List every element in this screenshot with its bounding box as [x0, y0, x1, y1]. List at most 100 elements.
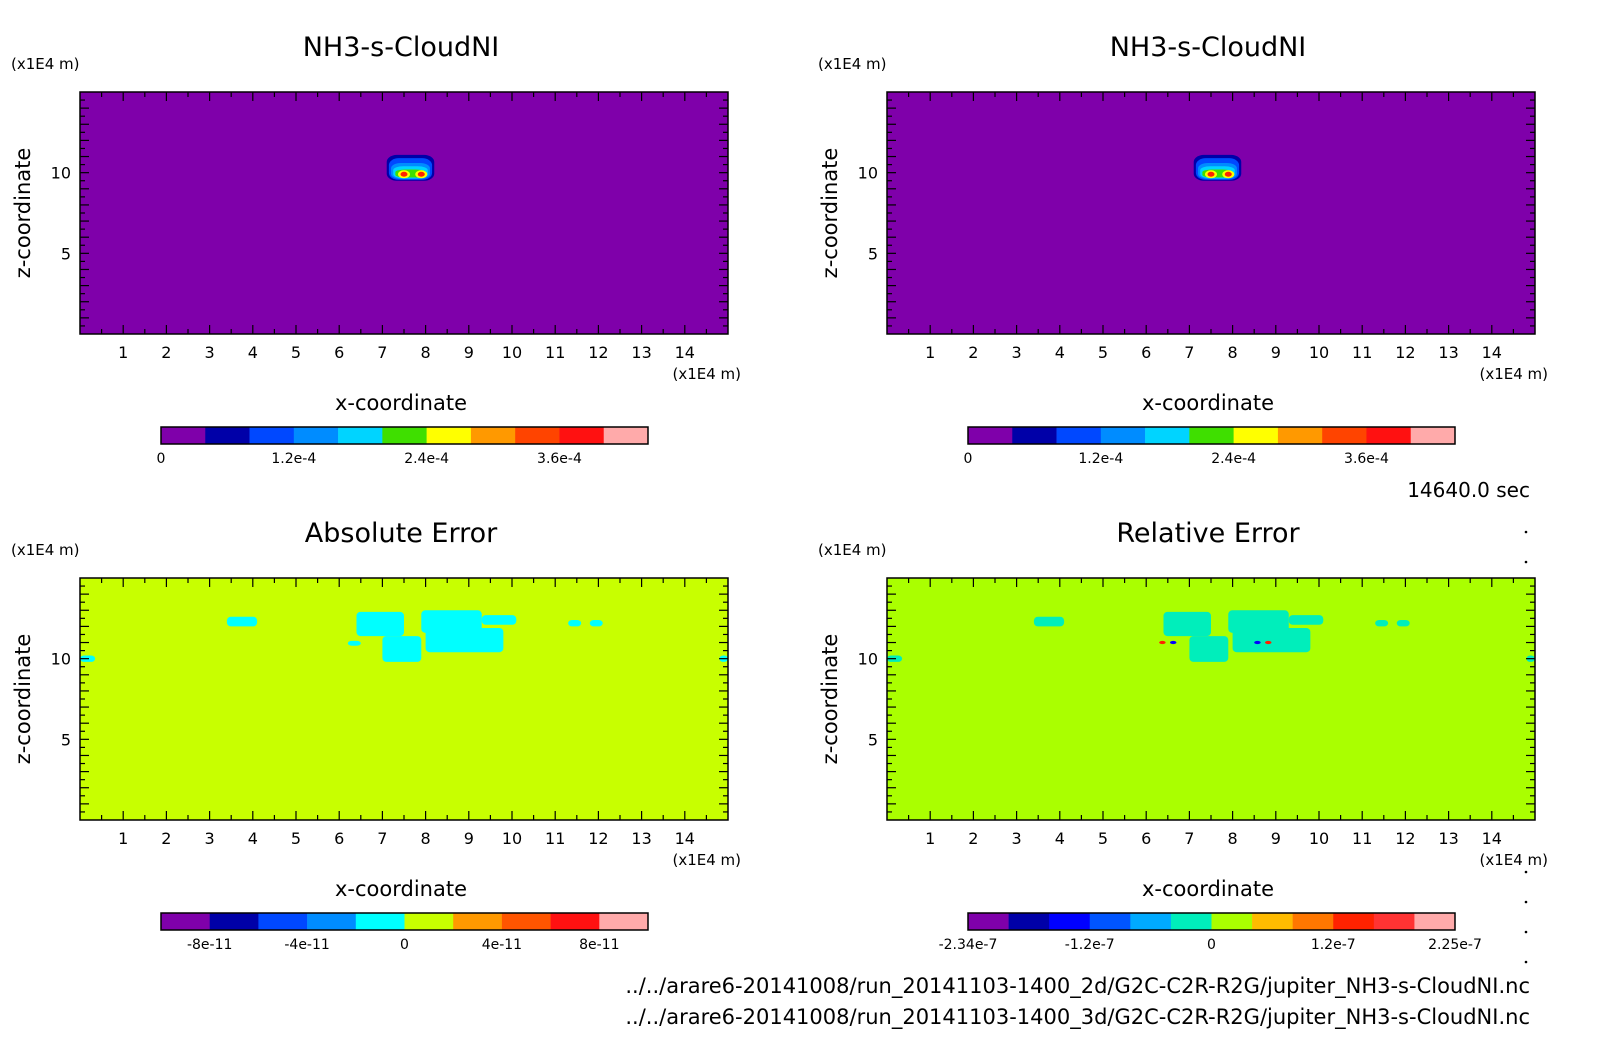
x-tick-label: 14 [675, 829, 695, 848]
colorbar-swatch [559, 427, 605, 444]
x-tick-label: 9 [464, 829, 474, 848]
colorbar-swatch [1233, 427, 1279, 444]
colorbar-swatch [1100, 427, 1146, 444]
x-tick-label: 10 [502, 829, 522, 848]
colorbar-swatch [1410, 427, 1456, 444]
contour-region [481, 615, 517, 625]
x-tick-label: 13 [1438, 829, 1458, 848]
x-tick-label: 7 [377, 829, 387, 848]
x-tick-label: 11 [1352, 829, 1372, 848]
x-tick-label: 4 [248, 829, 258, 848]
plot-background [80, 578, 728, 820]
x-tick-label: 3 [205, 829, 215, 848]
x-tick-label: 3 [205, 343, 215, 362]
x-tick-label: 8 [1228, 829, 1238, 848]
colorbar-swatch [1292, 913, 1334, 930]
colorbar-swatch [293, 427, 339, 444]
x-tick-label: 12 [588, 343, 608, 362]
x-tick-label: 6 [334, 343, 344, 362]
colorbar-label: 1.2e-7 [1311, 937, 1356, 953]
x-tick-label: 1 [925, 343, 935, 362]
chart-panel-4: Relative Error(x1E4 m)(x1E4 m)1 2 3 4 5 6 7 8 9 1… [818, 518, 1548, 953]
colorbar-swatch [338, 427, 383, 444]
colorbar-swatch [426, 427, 472, 444]
contour-peak [1224, 171, 1232, 177]
decorative-dots [1524, 530, 1528, 964]
chart-panel-1: NH3-s-CloudNI(x1E4 m)(x1E4 m)1 2 3 4 5 6 7 8 9 10… [11, 32, 741, 467]
colorbar-label: 1.2e-4 [271, 451, 316, 467]
x-tick-label: 14 [1482, 829, 1502, 848]
y-tick-label: 10 [51, 650, 71, 669]
colorbar-swatch [1008, 913, 1050, 930]
y-axis-label: z-coordinate [818, 148, 842, 279]
contour-region [568, 619, 582, 627]
colorbar-swatch [1170, 913, 1212, 930]
contour-region [1169, 640, 1177, 645]
contour-region [1265, 640, 1272, 645]
y-axis-label: z-coordinate [818, 634, 842, 765]
colorbar-swatch [258, 913, 308, 930]
chart-panel-2: NH3-s-CloudNI(x1E4 m)(x1E4 m)1 2 3 4 5 6 7 8 9 10… [818, 32, 1548, 467]
colorbar-swatch [404, 913, 454, 930]
colorbar-swatch [355, 913, 405, 930]
y-unit-label: (x1E4 m) [11, 55, 80, 73]
x-tick-label: 2 [161, 829, 171, 848]
x-unit-label: (x1E4 m) [672, 851, 741, 869]
x-tick-label: 10 [1309, 829, 1329, 848]
y-tick-label: 5 [61, 244, 71, 263]
contour-region [1163, 611, 1211, 637]
x-unit-label: (x1E4 m) [1479, 365, 1548, 383]
x-tick-label: 7 [1184, 343, 1194, 362]
colorbar-label: -8e-11 [187, 937, 232, 953]
x-tick-label: 9 [464, 343, 474, 362]
colorbar-label: 4e-11 [482, 937, 522, 953]
contour-region [382, 636, 422, 662]
x-tick-label: 8 [421, 829, 431, 848]
x-tick-label: 6 [1141, 829, 1151, 848]
y-tick-label: 10 [51, 164, 71, 183]
colorbar-label: 2.4e-4 [404, 451, 449, 467]
colorbar-swatch [599, 913, 649, 930]
colorbar-frame [967, 426, 1456, 445]
colorbar-label: 2.25e-7 [1428, 937, 1482, 953]
colorbar-swatch [1145, 427, 1190, 444]
colorbar-swatch [1089, 913, 1131, 930]
contour-region [1189, 636, 1229, 662]
colorbar-swatch [1277, 427, 1323, 444]
colorbar-swatch [1012, 427, 1057, 444]
x-tick-label: 3 [1012, 343, 1022, 362]
colorbar-label: 8e-11 [579, 937, 619, 953]
x-axis-label: x-coordinate [335, 877, 467, 901]
x-tick-label: 5 [291, 829, 301, 848]
contour-peak [400, 171, 408, 177]
colorbar-swatch [249, 427, 295, 444]
chart-title: NH3-s-CloudNI [1110, 32, 1307, 63]
y-tick-label: 10 [858, 164, 878, 183]
x-tick-label: 11 [545, 343, 565, 362]
x-tick-label: 4 [1055, 829, 1065, 848]
contour-region [425, 628, 504, 653]
x-tick-label: 2 [968, 829, 978, 848]
colorbar-swatch [1049, 913, 1091, 930]
x-tick-label: 1 [118, 343, 128, 362]
chart-title: Relative Error [1116, 518, 1300, 549]
x-tick-label: 5 [1098, 343, 1108, 362]
y-axis-label: z-coordinate [11, 634, 35, 765]
colorbar-swatch [453, 913, 503, 930]
y-tick-label: 5 [61, 730, 71, 749]
colorbar-frame [160, 426, 649, 445]
y-unit-label: (x1E4 m) [818, 541, 887, 559]
colorbar-label: -2.34e-7 [939, 937, 998, 953]
colorbar-label: 3.6e-4 [1344, 451, 1389, 467]
time-label: 14640.0 sec [1407, 478, 1530, 502]
x-tick-label: 1 [118, 829, 128, 848]
y-tick-label: 10 [858, 650, 878, 669]
x-tick-label: 9 [1271, 829, 1281, 848]
colorbar-label: 0 [1207, 937, 1216, 953]
contour-peak [1207, 171, 1215, 177]
colorbar-swatch [1252, 913, 1293, 930]
colorbar-swatch [1211, 913, 1253, 930]
colorbar-swatch [1130, 913, 1172, 930]
colorbar-swatch [968, 427, 1013, 444]
colorbar-swatch [382, 427, 427, 444]
